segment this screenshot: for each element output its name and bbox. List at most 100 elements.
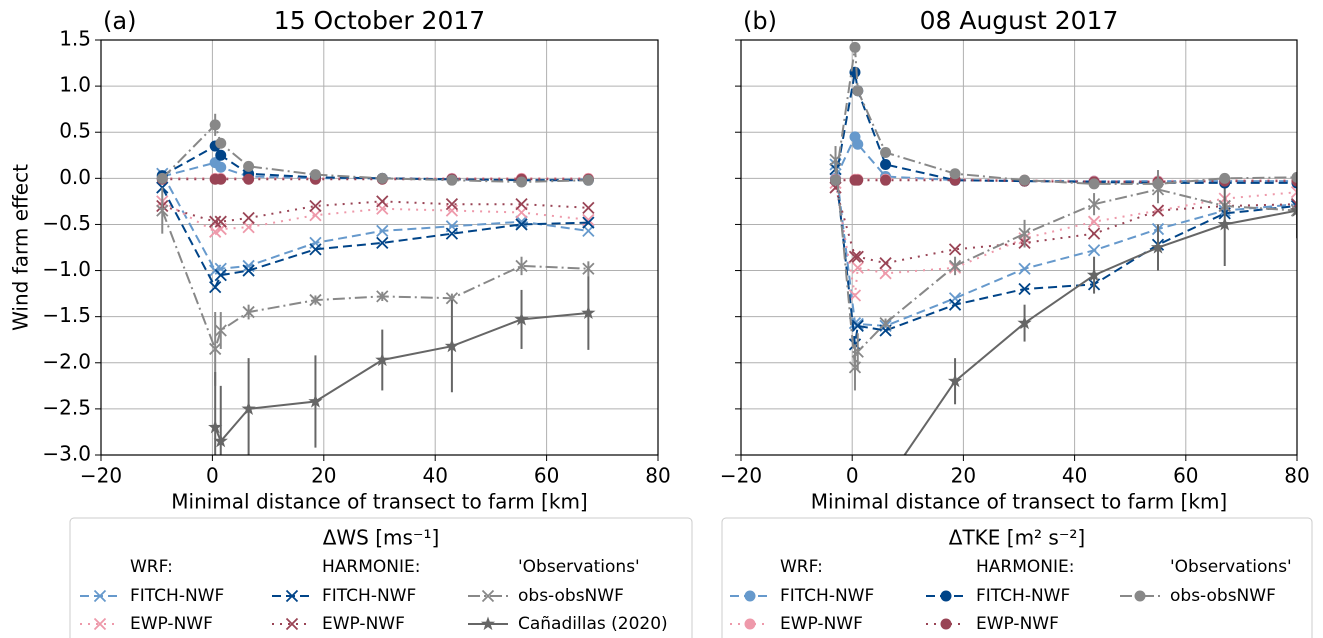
legend-label: FITCH-NWF	[780, 586, 874, 606]
legend-marker	[481, 589, 495, 603]
x-tick-label: 80	[645, 464, 670, 488]
y-tick-label: −1.5	[42, 303, 91, 327]
data-point	[376, 236, 389, 250]
data-point	[948, 259, 962, 273]
legend-header: WRF:	[130, 557, 173, 577]
data-point	[1152, 178, 1164, 190]
legend-marker	[285, 617, 299, 631]
data-point	[880, 174, 892, 186]
data-point	[156, 204, 169, 217]
data-point	[1087, 244, 1101, 257]
legend-title: ΔWS [ms⁻¹]	[323, 526, 440, 550]
data-point	[215, 161, 227, 173]
data-point	[446, 174, 458, 186]
data-point	[309, 169, 321, 181]
data-point	[515, 259, 528, 273]
data-point	[445, 292, 459, 305]
x-tick-label: 0	[846, 464, 859, 488]
y-tick-label: −2.5	[42, 395, 91, 419]
data-point	[243, 173, 255, 185]
x-tick-label: 60	[1173, 464, 1198, 488]
y-tick-label: −0.5	[42, 211, 91, 235]
series-line	[214, 312, 589, 444]
data-point	[830, 174, 842, 186]
axes-frame	[740, 39, 1298, 456]
plot-area	[156, 113, 596, 455]
axes-frame	[100, 39, 659, 456]
data-point	[1290, 186, 1297, 199]
data-point	[156, 172, 168, 184]
data-point	[1018, 282, 1031, 296]
data-point	[948, 243, 962, 256]
data-point	[1217, 216, 1232, 231]
data-point	[376, 290, 389, 303]
data-point	[1291, 171, 1297, 183]
data-point	[376, 172, 388, 184]
legend-label: EWP-NWF	[130, 614, 213, 634]
data-point	[515, 218, 528, 231]
data-point	[445, 198, 459, 211]
data-point	[241, 401, 256, 415]
legend-header: HARMONIE:	[976, 557, 1074, 577]
data-point	[1086, 267, 1102, 282]
series-line	[834, 164, 1297, 327]
data-point	[852, 174, 864, 186]
data-point	[215, 137, 227, 149]
legend-label: obs-obsNWF	[518, 586, 624, 606]
data-point	[879, 257, 892, 270]
series-line	[162, 200, 589, 223]
x-axis-label: Minimal distance of transect to farm [km…	[811, 490, 1227, 514]
data-point	[1018, 262, 1031, 275]
legend-marker	[744, 590, 756, 602]
legend-header: 'Observations'	[518, 557, 640, 577]
y-tick-label: −2.0	[42, 349, 91, 373]
series-line	[161, 122, 589, 184]
x-tick-label: 60	[534, 464, 559, 488]
data-point	[515, 198, 528, 211]
data-point	[947, 373, 963, 388]
data-point	[851, 261, 864, 274]
data-point	[848, 361, 862, 374]
x-tick-label: 20	[311, 464, 336, 488]
panel-label: (a)	[103, 7, 136, 35]
y-tick-label: 0.5	[59, 119, 91, 143]
legend-marker	[93, 617, 107, 631]
data-point	[852, 138, 864, 150]
panel-label: (b)	[743, 7, 777, 35]
data-point	[1017, 315, 1032, 330]
data-point	[849, 41, 861, 53]
data-point	[1087, 198, 1101, 211]
legend-box	[721, 517, 1313, 638]
x-axis-label: Minimal distance of transect to farm [km…	[171, 490, 587, 514]
data-point	[851, 319, 864, 333]
legend-label: FITCH-NWF	[130, 586, 224, 606]
y-tick-label: 0.0	[59, 165, 91, 189]
data-point	[214, 269, 227, 282]
data-point	[208, 419, 223, 434]
legend-marker	[93, 589, 107, 603]
data-point	[376, 195, 389, 208]
legend-label: Cañadillas (2020)	[518, 614, 668, 634]
data-point	[376, 224, 389, 238]
data-point	[209, 119, 221, 131]
data-point	[582, 174, 594, 186]
data-point	[209, 215, 222, 228]
legend-marker	[940, 590, 952, 602]
data-point	[242, 221, 255, 234]
legend-label: obs-obsNWF	[1170, 586, 1276, 606]
x-tick-label: 80	[1284, 464, 1309, 488]
data-point	[879, 267, 892, 280]
data-point	[878, 475, 892, 489]
data-point	[213, 433, 228, 448]
data-point	[848, 289, 862, 302]
data-point	[582, 201, 595, 214]
data-point	[851, 250, 864, 263]
data-point	[1219, 172, 1231, 184]
y-tick-label: −3.0	[42, 442, 91, 466]
y-tick-label: −1.0	[42, 257, 91, 281]
legend-label: EWP-NWF	[780, 614, 863, 634]
legend-label: FITCH-NWF	[322, 586, 416, 606]
chart-title: 08 August 2017	[920, 6, 1119, 35]
data-point	[949, 168, 961, 180]
data-point	[1019, 174, 1031, 186]
